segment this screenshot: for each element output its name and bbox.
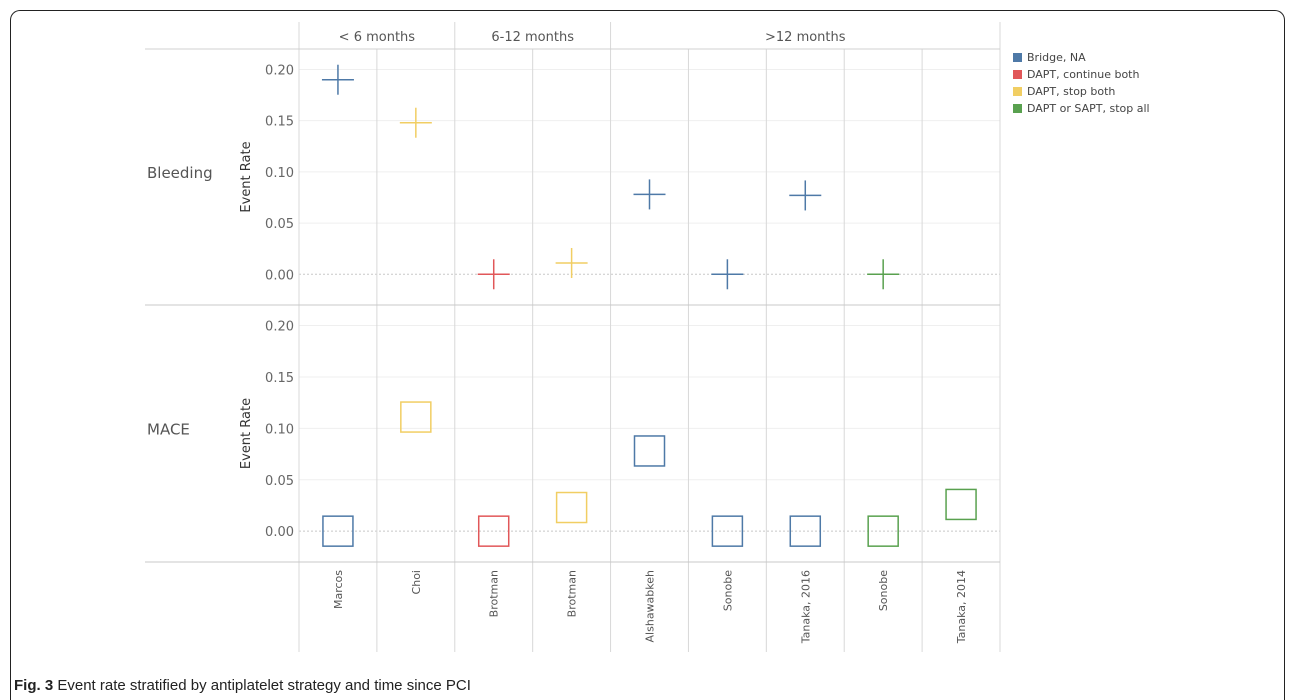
category-label: Sonobe: [721, 570, 734, 611]
caption-label: Fig. 3: [14, 677, 54, 694]
category-label: Sonobe: [877, 570, 890, 611]
data-point-square: [477, 515, 510, 547]
y-axis-title: Event Rate: [239, 398, 254, 469]
legend-swatch: [1013, 104, 1022, 113]
data-point-cross: [711, 259, 744, 290]
category-label: Alshawabkeh: [644, 570, 657, 642]
y-tick-label: 0.20: [265, 320, 294, 335]
legend-item: Bridge, NA: [1013, 49, 1150, 66]
y-tick-label: 0.05: [265, 474, 294, 489]
data-point-cross: [399, 107, 432, 138]
data-point-square: [711, 515, 744, 547]
legend-item: DAPT or SAPT, stop all: [1013, 100, 1150, 117]
data-point-cross: [555, 248, 588, 279]
legend-swatch: [1013, 70, 1022, 79]
legend-item: DAPT, stop both: [1013, 83, 1150, 100]
legend-label: Bridge, NA: [1027, 51, 1086, 64]
y-tick-label: 0.20: [265, 63, 294, 78]
legend-label: DAPT, continue both: [1027, 68, 1140, 81]
data-point-square: [555, 491, 588, 524]
panel-label: MACE: [147, 420, 190, 438]
data-point-cross: [633, 179, 666, 210]
legend: Bridge, NA DAPT, continue both DAPT, sto…: [1013, 49, 1150, 117]
group-header: 6-12 months: [491, 30, 574, 45]
data-point-cross: [867, 259, 900, 290]
data-point-square: [867, 515, 899, 547]
y-tick-label: 0.10: [265, 422, 294, 437]
y-tick-label: 0.10: [265, 166, 294, 181]
data-point-cross: [321, 64, 354, 95]
category-label: Tanaka, 2016: [799, 570, 812, 644]
legend-swatch: [1013, 87, 1022, 96]
legend-label: DAPT or SAPT, stop all: [1027, 102, 1150, 115]
category-label: Choi: [410, 570, 423, 594]
y-axis-title: Event Rate: [239, 141, 254, 212]
y-tick-label: 0.00: [265, 268, 294, 283]
legend-label: DAPT, stop both: [1027, 85, 1116, 98]
category-label: Tanaka, 2014: [955, 570, 968, 644]
legend-swatch: [1013, 53, 1022, 62]
category-label: Brotman: [566, 570, 579, 617]
y-tick-label: 0.15: [265, 371, 294, 386]
y-tick-label: 0.05: [265, 217, 294, 232]
figure-caption: Fig. 3 Event rate stratified by antiplat…: [14, 677, 471, 694]
y-tick-label: 0.00: [265, 525, 294, 540]
data-point-square: [322, 515, 354, 547]
data-point-square: [400, 401, 432, 433]
data-point-square: [945, 488, 977, 521]
group-header: < 6 months: [339, 30, 416, 45]
panel-label: Bleeding: [147, 164, 213, 182]
figure-frame: [10, 10, 1285, 700]
data-point-cross: [789, 180, 822, 211]
data-point-cross: [477, 259, 510, 290]
y-tick-label: 0.15: [265, 115, 294, 130]
category-label: Marcos: [332, 570, 345, 609]
data-point-square: [633, 435, 666, 467]
group-header: >12 months: [765, 30, 846, 45]
legend-item: DAPT, continue both: [1013, 66, 1150, 83]
category-label: Brotman: [488, 570, 501, 617]
caption-text: Event rate stratified by antiplatelet st…: [57, 677, 471, 694]
data-point-square: [789, 515, 822, 547]
